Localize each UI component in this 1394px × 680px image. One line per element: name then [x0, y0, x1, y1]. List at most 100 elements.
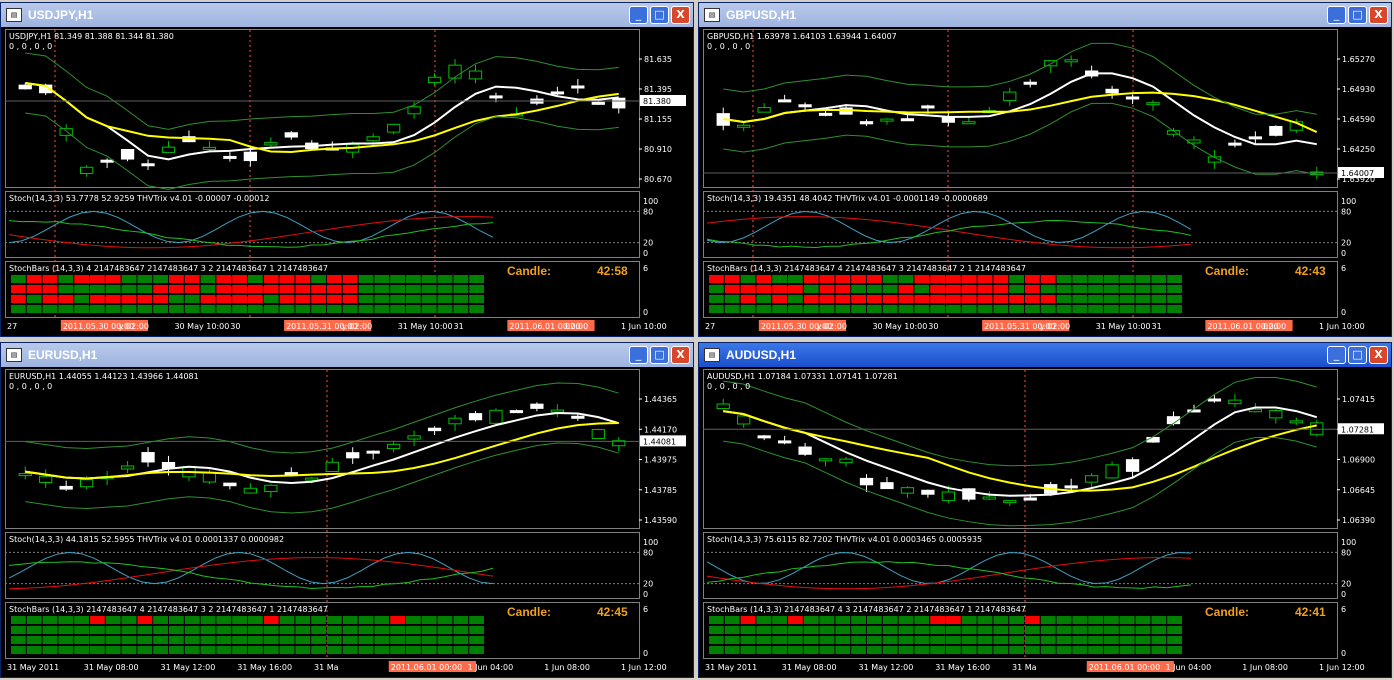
chart-area[interactable]: EURUSD,H1 1.44055 1.44123 1.43966 1.4408…	[5, 369, 689, 674]
time-axis-label: 31 May 10:00	[1096, 322, 1151, 331]
close-button[interactable]: X	[671, 346, 690, 364]
stochbar-cell	[1072, 295, 1088, 303]
stochbar-cell	[1167, 295, 1182, 303]
price-tick-label: 1.64930	[1342, 85, 1375, 94]
stoch-panel-border	[703, 191, 1338, 258]
maximize-button[interactable]: □	[1348, 346, 1367, 364]
candle-body	[243, 151, 258, 162]
stochbar-cell	[1104, 285, 1119, 293]
time-axis-label: 30	[230, 322, 240, 331]
title-bar[interactable]: ▤ EURUSD,H1 _ □ X	[1, 343, 693, 367]
stochbar-cell	[946, 285, 961, 293]
stochbar-cell	[342, 616, 358, 624]
stochbar-cell	[105, 305, 121, 313]
stoch-indicator-label: Stoch(14,3,3) 19.4351 48.4042 THVTrix v4…	[707, 194, 988, 203]
stochbar-cell	[772, 285, 787, 293]
stochbar-cell	[1088, 285, 1103, 293]
bars-scale-label: 6	[1341, 605, 1346, 614]
stochbar-cell	[437, 295, 453, 303]
title-bar[interactable]: ▤ GBPUSD,H1 _ □ X	[699, 3, 1391, 27]
close-button[interactable]: X	[1369, 346, 1388, 364]
time-axis-label: 31 May 10:00	[398, 322, 453, 331]
stochbar-cell	[105, 616, 121, 624]
stochbar-cell	[1135, 275, 1151, 283]
stochbar-cell	[898, 295, 914, 303]
current-price-label: 1.07281	[1341, 425, 1374, 434]
candle-body	[366, 450, 380, 454]
symbol-subheader: 0 , 0 , 0 , 0	[9, 382, 52, 391]
stochbar-cell	[740, 285, 756, 293]
stochbar-cell	[374, 646, 390, 654]
candle-body	[798, 104, 812, 108]
candle-body	[407, 435, 421, 440]
stochbar-cell	[1151, 616, 1167, 624]
minimize-button[interactable]: _	[1327, 346, 1346, 364]
stochbar-cell	[216, 646, 232, 654]
stochbar-cell	[1104, 646, 1119, 654]
stochbar-cell	[200, 616, 216, 624]
stochbar-cell	[121, 636, 137, 644]
stochbar-cell	[469, 646, 484, 654]
candle-timer-value: 42:45	[597, 605, 628, 619]
trix-red-line	[8, 216, 494, 249]
chart-window-eurusd[interactable]: ▤ EURUSD,H1 _ □ X EURUSD,H1 1.44055 1.44…	[0, 342, 694, 678]
chart-area[interactable]: GBPUSD,H1 1.63978 1.64103 1.63944 1.6400…	[703, 29, 1387, 333]
candle-body	[243, 487, 258, 494]
stochbar-cell	[26, 626, 42, 634]
stochbar-cell	[993, 295, 1009, 303]
stochbar-cell	[295, 626, 311, 634]
stochbar-cell	[58, 626, 74, 634]
stoch-main-line	[8, 210, 494, 244]
maximize-button[interactable]: □	[650, 6, 669, 24]
stochbar-cell	[327, 636, 342, 644]
stochbar-cell	[724, 636, 740, 644]
title-bar[interactable]: ▤ USDJPY,H1 _ □ X	[1, 3, 693, 27]
chart-svg[interactable]: GBPUSD,H1 1.63978 1.64103 1.63944 1.6400…	[703, 29, 1387, 333]
stochbars-indicator-label: StochBars (14,3,3) 2147483647 4 3 214748…	[707, 605, 1026, 614]
stochbar-cell	[740, 626, 756, 634]
time-axis-label: 31 May 08:00	[782, 663, 837, 672]
chart-window-usdjpy[interactable]: ▤ USDJPY,H1 _ □ X USDJPY,H1 81.349 81.38…	[0, 2, 694, 337]
stochbar-cell	[311, 305, 326, 313]
chart-window-audusd[interactable]: ▤ AUDUSD,H1 _ □ X AUDUSD,H1 1.07184 1.07…	[698, 342, 1392, 678]
minimize-button[interactable]: _	[629, 346, 648, 364]
chart-area[interactable]: USDJPY,H1 81.349 81.388 81.344 81.380 0 ,…	[5, 29, 689, 333]
stochbar-cell	[406, 295, 421, 303]
stochbar-cell	[946, 646, 961, 654]
stochbar-cell	[42, 305, 58, 313]
stochbar-cell	[453, 626, 469, 634]
maximize-button[interactable]: □	[1348, 6, 1367, 24]
chart-window-icon: ▤	[6, 8, 22, 22]
stochbar-cell	[58, 616, 74, 624]
main-panel-border	[703, 369, 1338, 529]
time-axis-label: 2011.05.31 00:00	[984, 322, 1055, 331]
stochbar-cell	[469, 275, 484, 283]
candle-body	[1125, 96, 1140, 100]
minimize-button[interactable]: _	[1327, 6, 1346, 24]
close-button[interactable]: X	[671, 6, 690, 24]
stochbars-indicator-label: StochBars (14,3,3) 2147483647 4 21474836…	[9, 605, 328, 614]
stochbar-cell	[709, 616, 724, 624]
stochbar-cell	[406, 285, 421, 293]
chart-svg[interactable]: EURUSD,H1 1.44055 1.44123 1.43966 1.4408…	[5, 369, 689, 674]
price-tick-label: 1.64250	[1342, 145, 1375, 154]
title-bar[interactable]: ▤ AUDUSD,H1 _ □ X	[699, 343, 1391, 367]
window-title: AUDUSD,H1	[726, 348, 797, 362]
chart-window-gbpusd[interactable]: ▤ GBPUSD,H1 _ □ X GBPUSD,H1 1.63978 1.64…	[698, 2, 1392, 337]
chart-area[interactable]: AUDUSD,H1 1.07184 1.07331 1.07141 1.0728…	[703, 369, 1387, 674]
chart-window-icon: ▤	[6, 348, 22, 362]
stochbar-cell	[867, 646, 882, 654]
maximize-button[interactable]: □	[650, 346, 669, 364]
stochbar-cell	[453, 646, 469, 654]
stochbar-cell	[898, 305, 914, 313]
stochbar-cell	[1167, 285, 1182, 293]
stochbar-cell	[200, 295, 216, 303]
stochbar-cell	[121, 295, 137, 303]
chart-svg[interactable]: AUDUSD,H1 1.07184 1.07331 1.07141 1.0728…	[703, 369, 1387, 674]
stochbar-cell	[406, 626, 421, 634]
stochbar-cell	[42, 275, 58, 283]
minimize-button[interactable]: _	[629, 6, 648, 24]
close-button[interactable]: X	[1369, 6, 1388, 24]
stochbar-cell	[772, 646, 787, 654]
